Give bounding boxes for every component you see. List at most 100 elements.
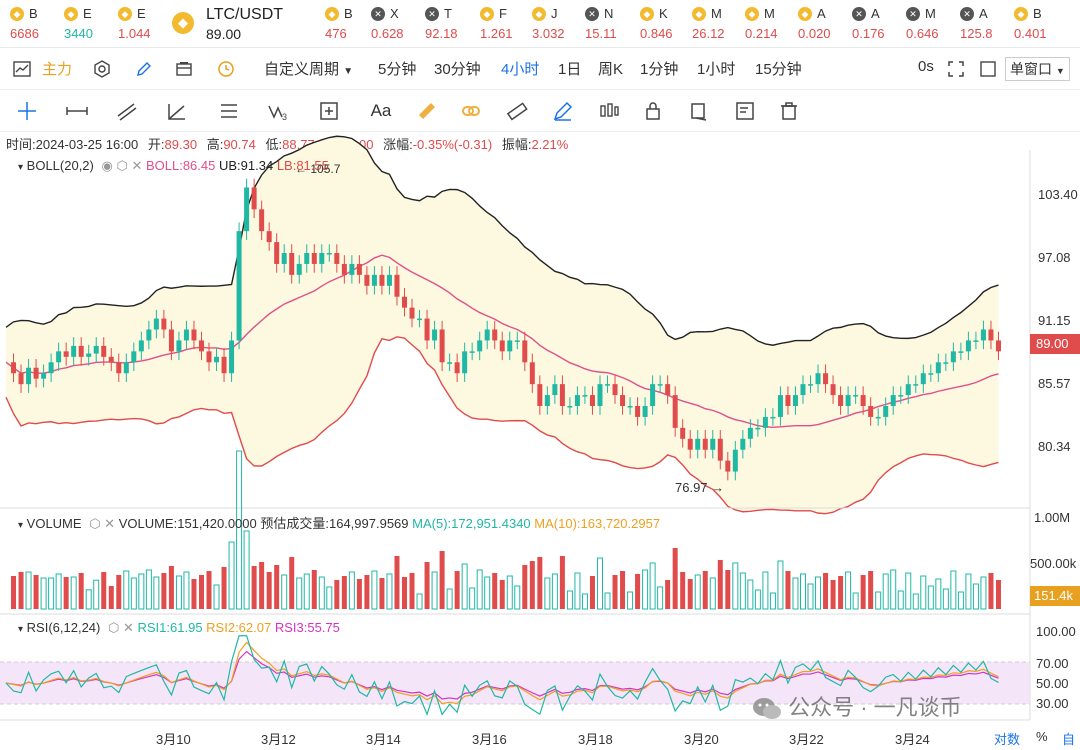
- note-icon[interactable]: [732, 98, 758, 124]
- main-indicator-button[interactable]: 主力: [42, 61, 73, 78]
- ticker-item[interactable]: ◆ F 1.261: [480, 4, 534, 44]
- link-icon[interactable]: [458, 98, 484, 124]
- volume-bar: [506, 575, 513, 610]
- volume-bar: [251, 566, 257, 609]
- ticker-item[interactable]: ✕ A 125.8: [960, 4, 1014, 44]
- percent-scale-toggle[interactable]: %: [1036, 729, 1048, 744]
- ticker-item[interactable]: ◆ M 26.12: [692, 4, 746, 44]
- ruler-icon[interactable]: [504, 98, 530, 124]
- edit-icon[interactable]: [134, 59, 154, 79]
- interval-1d[interactable]: 1日: [558, 61, 582, 78]
- crosshair-icon[interactable]: [14, 98, 40, 124]
- volume-bar: [815, 576, 822, 610]
- low-marker-value: 76.97: [675, 480, 708, 495]
- window-mode-select[interactable]: 单窗口 ▼: [1005, 57, 1070, 81]
- binance-icon: ◆: [325, 7, 339, 21]
- candle-body: [559, 384, 565, 407]
- volume-bar: [492, 573, 498, 609]
- candle-body: [251, 187, 257, 210]
- collapse-icon[interactable]: ▾: [18, 520, 24, 531]
- auto-scale-toggle[interactable]: 自: [1062, 732, 1076, 747]
- close-icon[interactable]: ✕: [131, 158, 143, 173]
- candle-body: [484, 329, 490, 341]
- ticker-item[interactable]: ◆ E 1.044: [118, 4, 172, 44]
- candle-body: [958, 351, 964, 353]
- volume-bar: [243, 530, 250, 610]
- collapse-icon[interactable]: ▾: [18, 162, 24, 173]
- eye-icon[interactable]: ◉: [101, 158, 113, 173]
- expand-icon[interactable]: [978, 59, 998, 79]
- custom-period-dropdown[interactable]: 自定义周期 ▼: [264, 58, 353, 79]
- collapse-icon[interactable]: ▾: [18, 624, 24, 635]
- pen-icon[interactable]: [550, 98, 576, 124]
- interval-1h[interactable]: 1小时: [697, 61, 736, 78]
- binance-icon: ◆: [64, 7, 78, 21]
- close-icon[interactable]: ✕: [104, 516, 116, 531]
- binance-icon: ◆: [1014, 7, 1028, 21]
- candle-body: [108, 356, 114, 363]
- fib-icon[interactable]: [216, 98, 242, 124]
- interval-1w[interactable]: 周K: [598, 61, 624, 78]
- volume-bar: [694, 574, 701, 610]
- volume-bar: [882, 573, 889, 610]
- date-tick: 3月14: [366, 732, 401, 747]
- ticker-item[interactable]: ◆ A 0.020: [798, 4, 852, 44]
- settings-icon[interactable]: ⬡: [107, 620, 120, 635]
- settings-icon[interactable]: [92, 59, 112, 79]
- ticker-item[interactable]: ◆ E 3440: [64, 4, 118, 44]
- close-icon[interactable]: ✕: [122, 620, 134, 635]
- magnet-icon[interactable]: [414, 98, 440, 124]
- interval-30m[interactable]: 30分钟: [434, 61, 481, 78]
- ticker-symbol: A: [817, 6, 826, 21]
- window-mode-label: 单窗口: [1010, 61, 1052, 77]
- interval-5m[interactable]: 5分钟: [378, 61, 417, 78]
- settings-icon[interactable]: ⬡: [116, 158, 128, 173]
- ticker-item[interactable]: ◆ J 3.032: [532, 4, 586, 44]
- ticker-item[interactable]: ◆ K 0.846: [640, 4, 694, 44]
- interval-1m[interactable]: 1分钟: [640, 61, 679, 78]
- ticker-item[interactable]: ◆ B 476: [325, 4, 379, 44]
- volume-bar: [657, 586, 664, 610]
- watermark: 公众号 · 一凡谈币: [752, 690, 962, 722]
- interval-4h[interactable]: 4小时: [501, 61, 540, 78]
- trash-icon[interactable]: [776, 98, 802, 124]
- angle-icon[interactable]: [164, 98, 190, 124]
- parallel-lines-icon[interactable]: [114, 98, 140, 124]
- ticker-item[interactable]: ✕ T 92.18: [425, 4, 479, 44]
- candle-body: [747, 427, 753, 439]
- fullscreen-icon[interactable]: [946, 59, 966, 79]
- candle-body: [755, 427, 761, 430]
- wave-icon[interactable]: 3: [266, 98, 292, 124]
- ticker-item[interactable]: ✕ X 0.628: [371, 4, 425, 44]
- volume-bar: [221, 567, 227, 609]
- candle-body: [379, 274, 385, 286]
- high-marker: ← 105.7: [295, 162, 341, 176]
- interval-15m[interactable]: 15分钟: [755, 61, 802, 78]
- ticker-item[interactable]: ✕ M 0.646: [906, 4, 960, 44]
- ticker-item[interactable]: ✕ A 0.176: [852, 4, 906, 44]
- horizontal-line-icon[interactable]: [64, 98, 90, 124]
- candles-icon[interactable]: [596, 98, 622, 124]
- text-icon[interactable]: Aa: [370, 101, 392, 120]
- candle-body: [815, 373, 821, 385]
- settings-icon[interactable]: ⬡: [89, 516, 101, 531]
- ticker-item[interactable]: ◆ B 6686: [10, 4, 64, 44]
- ticker-price: 1.044: [118, 26, 151, 41]
- copy-icon[interactable]: [686, 98, 712, 124]
- candle-icon[interactable]: [12, 59, 32, 79]
- candle-body: [680, 427, 686, 439]
- active-symbol[interactable]: ◆ LTC/USDT 89.00: [166, 2, 312, 46]
- template-icon[interactable]: [174, 59, 194, 79]
- measure-icon[interactable]: [316, 98, 342, 124]
- ticker-item[interactable]: ◆ M 0.214: [745, 4, 799, 44]
- lock-icon[interactable]: [640, 98, 666, 124]
- volume-bar: [537, 557, 543, 609]
- log-scale-toggle[interactable]: 对数: [994, 732, 1021, 747]
- ticker-item[interactable]: ✕ N 15.11: [585, 4, 639, 44]
- volume-bar: [754, 589, 761, 610]
- clock-icon[interactable]: [216, 59, 236, 79]
- candle-body: [665, 384, 671, 396]
- ticker-item[interactable]: ◆ B 0.401: [1014, 4, 1068, 44]
- candle-body: [875, 416, 881, 419]
